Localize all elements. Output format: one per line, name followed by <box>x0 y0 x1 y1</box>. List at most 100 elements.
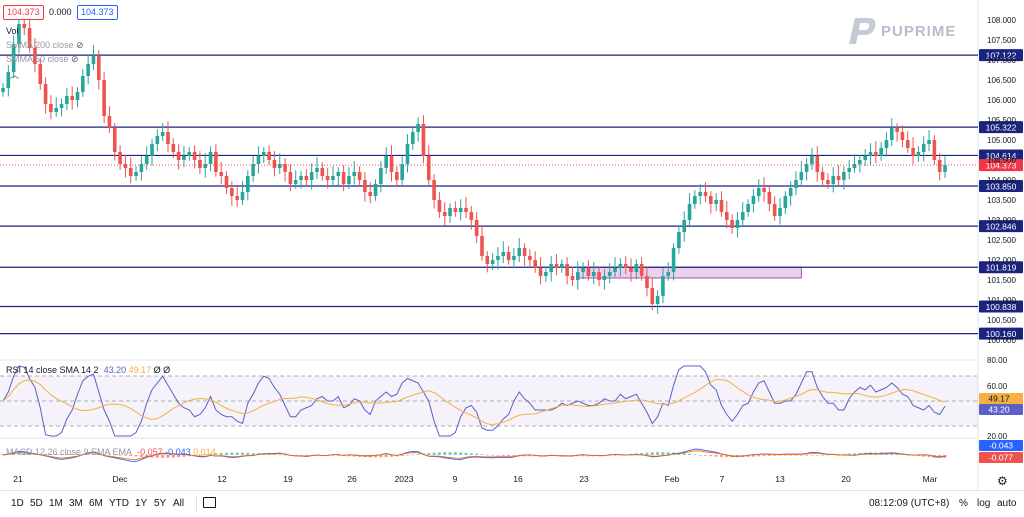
macd-histogram-bar <box>895 453 899 455</box>
level-label: 101.819 <box>986 263 1017 273</box>
eye-off-icon[interactable]: ⊘ <box>76 40 84 50</box>
timeframe-6m[interactable]: 6M <box>89 498 103 509</box>
clock-time[interactable]: 08:12:09 (UTC+8) <box>869 498 950 509</box>
timeframe-all[interactable]: All <box>173 498 185 509</box>
timeframe-1y[interactable]: 1Y <box>135 498 148 509</box>
macd-histogram-bar <box>475 453 479 455</box>
macd-histogram-bar <box>134 455 138 457</box>
rsi-line <box>2 365 946 437</box>
candle-body <box>283 164 287 172</box>
candle-body <box>666 272 671 276</box>
candle-body <box>693 196 697 204</box>
rsi-ma-value: 49.17 <box>128 365 152 375</box>
timeframe-ytd[interactable]: YTD <box>109 498 129 509</box>
candle-body <box>905 140 910 148</box>
time-tick-label: 13 <box>775 474 785 484</box>
candle-body <box>22 24 27 28</box>
candle-body <box>389 156 394 172</box>
timeframe-1m[interactable]: 1M <box>49 498 63 509</box>
timeframe-5y[interactable]: 5Y <box>154 498 167 509</box>
candle-body <box>208 152 213 164</box>
candle-body <box>235 196 239 200</box>
rsi-legend[interactable]: RSI 14 close SMA 14 2 43.20 49.17 Ø Ø <box>6 364 170 376</box>
macd-histogram-bar <box>496 455 500 456</box>
macd-legend[interactable]: MACD 12 26 close 9 EMA EMA -0.057 -0.043… <box>6 446 216 458</box>
candle-body <box>123 164 128 168</box>
macd-histogram-bar <box>656 452 660 455</box>
macd-histogram-bar <box>916 455 920 457</box>
candle-body <box>921 144 926 152</box>
macd-histogram-bar <box>464 452 468 455</box>
settings-gear-icon[interactable]: ⚙ <box>997 474 1008 488</box>
level-label: 103.850 <box>986 182 1017 192</box>
candle-body <box>751 196 756 204</box>
candle-body <box>325 176 330 180</box>
candle-body <box>357 172 362 180</box>
level-label: 107.122 <box>986 51 1017 61</box>
candle-body <box>288 172 293 184</box>
vol-label[interactable]: Vol <box>6 26 19 36</box>
macd-histogram-bar <box>821 454 825 456</box>
candle-body <box>932 140 937 160</box>
macd-histogram-bar <box>70 454 74 455</box>
candle-body <box>586 268 591 276</box>
macd-histogram-bar <box>251 453 255 455</box>
candle-body <box>943 165 947 172</box>
candle-body <box>847 168 852 172</box>
candle-body <box>442 212 447 216</box>
price-chart[interactable]: 107.122 105.322 104.614 103.850 102.846 101.8… <box>0 0 1024 490</box>
candle-body <box>203 164 208 168</box>
macd-histogram-bar <box>49 453 53 455</box>
macd-histogram-bar <box>400 455 404 456</box>
candle-body <box>868 152 873 156</box>
macd-histogram-bar <box>102 454 106 455</box>
timeframe-5d[interactable]: 5D <box>30 498 43 509</box>
candle-body <box>277 164 282 168</box>
candle-body <box>54 108 59 112</box>
candle-body <box>86 64 90 76</box>
candle-body <box>730 220 734 228</box>
time-tick-label: 20 <box>841 474 851 484</box>
candle-body <box>469 212 474 220</box>
macd-histogram-bar <box>453 452 457 455</box>
macd-histogram-bar <box>139 455 143 457</box>
candle-body <box>144 156 149 164</box>
macd-histogram-bar <box>331 455 335 456</box>
macd-histogram-bar <box>762 455 766 457</box>
smma50-label[interactable]: SMMA 50 close ⊘ <box>6 53 79 65</box>
auto-toggle[interactable]: auto <box>997 498 1017 509</box>
percent-toggle[interactable]: % <box>959 498 968 509</box>
candle-body <box>17 24 21 44</box>
candle-body <box>331 176 335 180</box>
candle-body <box>490 260 495 264</box>
candle-body <box>629 268 633 272</box>
date-range-icon[interactable] <box>203 497 216 508</box>
rsi-extra: Ø Ø <box>153 365 171 375</box>
candle-body <box>352 172 357 176</box>
macd-histogram-bar <box>693 454 697 456</box>
macd-histogram-bar <box>485 454 489 456</box>
timeframe-3m[interactable]: 3M <box>69 498 83 509</box>
candle-body <box>1 88 5 92</box>
time-tick-label: 12 <box>217 474 227 484</box>
macd-histogram-bar <box>746 455 750 457</box>
macd-histogram-bar <box>283 454 287 456</box>
candle-body <box>421 124 426 156</box>
eye-off-icon[interactable]: ⊘ <box>71 54 79 64</box>
last-price-tag <box>979 159 1023 172</box>
candle-body <box>166 132 170 144</box>
candle-body <box>11 44 16 72</box>
timeframe-1d[interactable]: 1D <box>11 498 24 509</box>
candle-body <box>336 172 341 176</box>
log-toggle[interactable]: log <box>977 498 991 509</box>
candle-body <box>544 272 548 276</box>
smma200-label[interactable]: SMMA 200 close ⊘ <box>6 39 84 51</box>
level-label: 100.838 <box>986 302 1017 312</box>
brand-name: PUPRIME <box>881 23 957 40</box>
macd-histogram-bar <box>661 452 665 455</box>
macd-v3: 0.014 <box>193 447 216 457</box>
candle-body <box>889 128 894 140</box>
collapse-chevron-icon[interactable]: ︿ <box>10 70 20 80</box>
macd-histogram-bar <box>299 455 303 456</box>
time-tick-label: Dec <box>112 474 128 484</box>
